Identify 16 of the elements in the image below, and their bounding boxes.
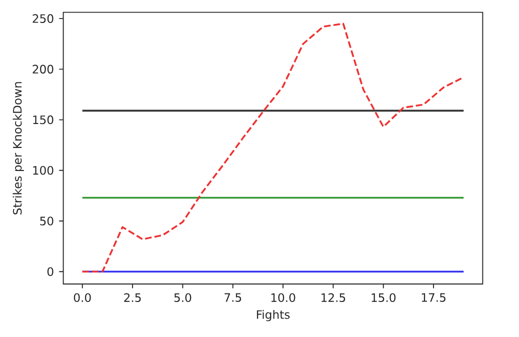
y-tick-label: 50 <box>40 216 54 226</box>
x-tick-label: 5.0 <box>174 293 192 302</box>
y-axis-title: Strikes per KnockDown <box>12 82 24 214</box>
y-tick-label: 250 <box>32 14 54 23</box>
x-tick-label: 2.5 <box>124 293 141 302</box>
x-tick-label: 0.0 <box>74 293 91 302</box>
x-tick-label: 12.5 <box>322 293 346 302</box>
x-tick-label: 15.0 <box>372 293 396 302</box>
y-tick-label: 200 <box>32 64 54 74</box>
x-tick-label: 17.5 <box>422 293 446 302</box>
y-tick-label: 100 <box>33 166 54 175</box>
x-axis-title: Fights <box>256 310 290 322</box>
x-tick-label: 10.0 <box>271 293 296 302</box>
y-tick-label: 0 <box>47 267 54 276</box>
x-tick-label: 7.5 <box>224 293 242 302</box>
y-tick-label: 150 <box>33 115 54 124</box>
